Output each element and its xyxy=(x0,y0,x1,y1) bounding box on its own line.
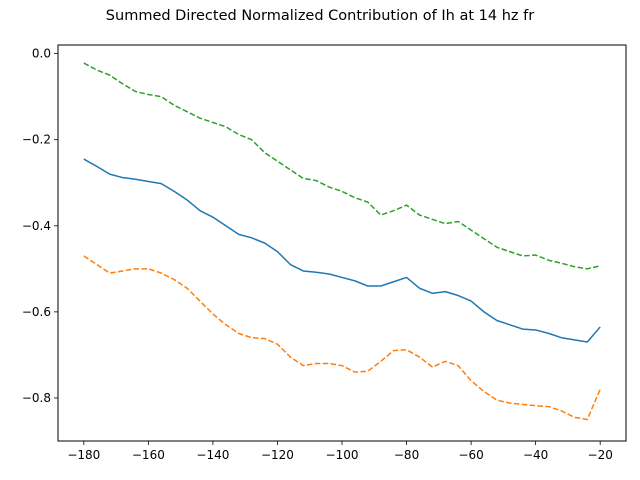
series-line-2 xyxy=(83,158,601,343)
x-axis: −180 −160 −140 −120 −100 −80 −60 −40 −20 xyxy=(67,441,613,462)
x-tick-label: −140 xyxy=(196,448,229,462)
x-tick-label: −40 xyxy=(523,448,548,462)
y-tick-label: 0.0 xyxy=(32,47,51,61)
x-tick-label: −60 xyxy=(458,448,483,462)
x-tick-label: −20 xyxy=(588,448,613,462)
y-tick-label: −0.8 xyxy=(22,391,51,405)
x-tick-label: −180 xyxy=(67,448,100,462)
y-axis: 0.0 −0.2 −0.4 −0.6 −0.8 xyxy=(22,47,58,405)
x-tick-label: −120 xyxy=(261,448,294,462)
plot-frame xyxy=(57,44,627,442)
x-tick-label: −160 xyxy=(132,448,165,462)
y-tick-label: −0.4 xyxy=(22,219,51,233)
series-line-1 xyxy=(83,62,601,270)
series-line-3 xyxy=(83,255,601,421)
y-tick-label: −0.2 xyxy=(22,133,51,147)
chart-title: Summed Directed Normalized Contribution … xyxy=(105,8,535,24)
plot-series xyxy=(83,62,601,421)
x-tick-label: −80 xyxy=(394,448,419,462)
x-tick-label: −100 xyxy=(326,448,359,462)
y-tick-label: −0.6 xyxy=(22,305,51,319)
